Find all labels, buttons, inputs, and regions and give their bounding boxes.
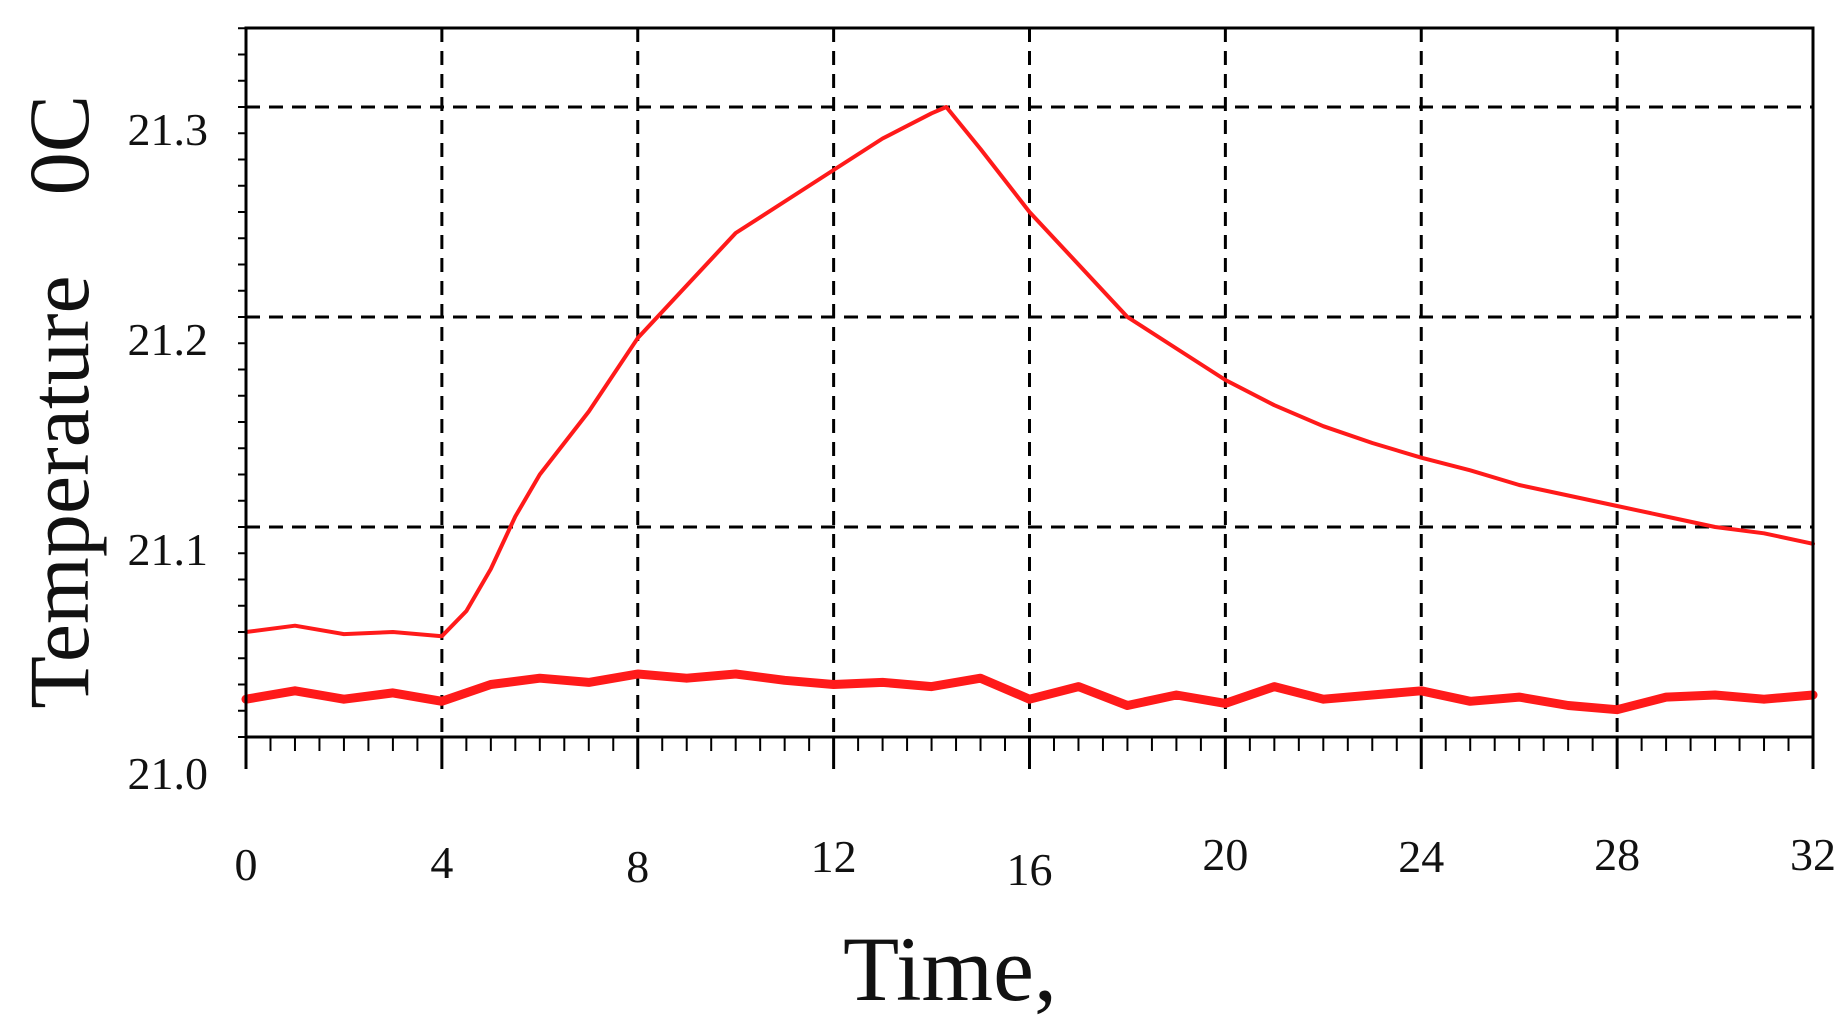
series-line-1 bbox=[244, 105, 1815, 639]
y-axis-title: Temperature bbox=[11, 275, 107, 708]
x-tick-label: 20 bbox=[1202, 829, 1248, 880]
x-tick-label: 12 bbox=[811, 831, 857, 882]
label-layer: 0 4 8 12 16 20 24 28 32 21.0 21.1 21.2 21.3 Time, Temp… bbox=[11, 95, 1836, 1018]
x-tick-label: 0 bbox=[235, 839, 258, 890]
x-tick-label: 28 bbox=[1594, 829, 1640, 880]
x-tick-label: 32 bbox=[1790, 829, 1836, 880]
x-axis-title: Time, bbox=[843, 918, 1057, 1018]
grid-layer bbox=[246, 28, 1815, 737]
y-tick-label: 21.0 bbox=[128, 748, 209, 799]
series-line-2 bbox=[241, 669, 1818, 715]
x-tick-label: 8 bbox=[626, 841, 649, 892]
series-layer bbox=[241, 105, 1818, 715]
y-tick-label: 21.1 bbox=[128, 524, 209, 575]
y-tick-label: 21.3 bbox=[128, 104, 209, 155]
y-axis-unit: 0C bbox=[11, 95, 107, 195]
x-tick-label: 4 bbox=[430, 837, 453, 888]
axis-layer bbox=[238, 26, 1815, 769]
x-tick-label: 16 bbox=[1007, 844, 1053, 895]
y-tick-label: 21.2 bbox=[128, 314, 209, 365]
x-tick-label: 24 bbox=[1398, 831, 1444, 882]
